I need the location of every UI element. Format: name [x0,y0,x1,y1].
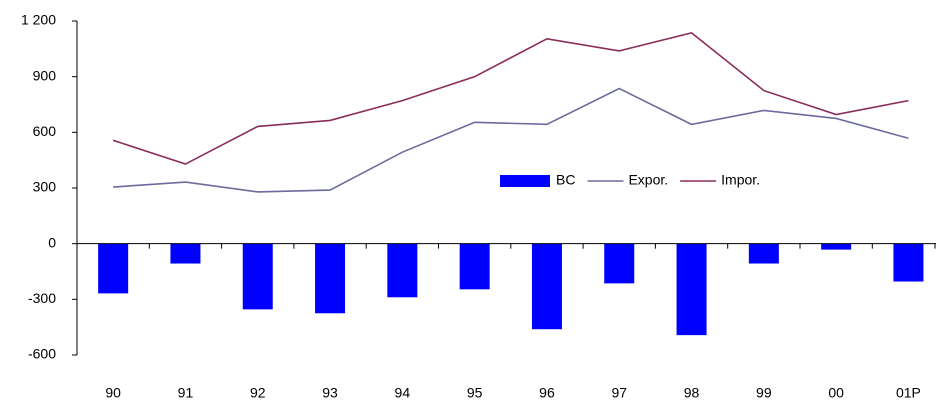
bar [893,243,924,282]
legend-label: BC [556,172,575,188]
bar [170,243,201,264]
x-tick-label: 00 [828,385,844,401]
x-tick-label: 96 [539,385,555,401]
x-tick-label: 94 [395,385,411,401]
y-tick-label: -600 [28,346,56,362]
x-tick-label: 99 [756,385,772,401]
bar [98,243,129,294]
bar [459,243,490,290]
y-tick-label: 300 [33,179,57,195]
legend-label: Expor. [628,172,668,188]
x-tick-label: 92 [250,385,266,401]
y-tick-label: 1 200 [21,12,56,28]
y-tick-label: 900 [33,67,57,83]
bar [676,243,707,336]
line [113,87,909,193]
x-tick-label: 91 [178,385,194,401]
legend-swatch [500,175,550,187]
y-tick-label: 600 [33,123,57,139]
x-tick-label: 90 [105,385,121,401]
bar [387,243,418,298]
x-tick-label: 95 [467,385,483,401]
x-tick-label: 97 [611,385,627,401]
y-tick-label: 0 [48,234,56,250]
x-tick-label: 93 [322,385,338,401]
x-tick-label: 01P [896,385,921,401]
bar [748,243,779,264]
line [112,32,909,165]
bar [531,243,562,330]
bar [821,243,852,250]
bar [604,243,635,284]
x-tick-label: 98 [684,385,700,401]
bar [315,243,346,314]
legend-label: Impor. [721,172,760,188]
bar [242,243,273,310]
y-tick-label: -300 [28,290,56,306]
